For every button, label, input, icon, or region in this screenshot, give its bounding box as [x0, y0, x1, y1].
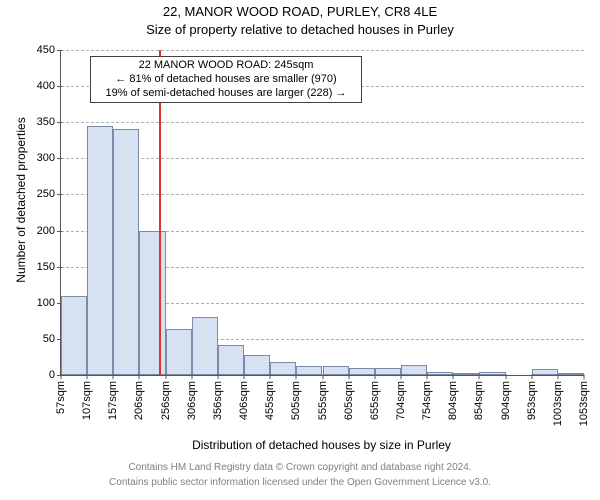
x-tick-label: 455sqm	[264, 375, 276, 420]
histogram-bar	[218, 345, 244, 375]
y-tick-label: 150	[37, 261, 61, 273]
x-tick-label: 953sqm	[526, 375, 538, 420]
annotation-box: 22 MANOR WOOD ROAD: 245sqm← 81% of detac…	[90, 56, 362, 103]
x-tick-label: 704sqm	[395, 375, 407, 420]
histogram-bar	[296, 366, 322, 375]
x-tick-label: 356sqm	[212, 375, 224, 420]
x-tick-label: 904sqm	[500, 375, 512, 420]
footer-line2: Contains public sector information licen…	[0, 477, 600, 488]
x-tick-label: 107sqm	[81, 375, 93, 420]
x-axis-label: Distribution of detached houses by size …	[60, 438, 583, 452]
x-tick-label: 605sqm	[343, 375, 355, 420]
x-tick-label: 754sqm	[421, 375, 433, 420]
gridline	[61, 158, 584, 159]
x-tick-label: 804sqm	[447, 375, 459, 420]
y-tick-label: 100	[37, 297, 61, 309]
y-tick-label: 450	[37, 44, 61, 56]
histogram-bar	[61, 296, 87, 375]
histogram-bar	[323, 366, 349, 375]
histogram-bar	[244, 355, 270, 375]
y-tick-label: 350	[37, 116, 61, 128]
x-tick-label: 505sqm	[290, 375, 302, 420]
chart-container: 22, MANOR WOOD ROAD, PURLEY, CR8 4LE Siz…	[0, 0, 600, 500]
histogram-bar	[349, 368, 375, 375]
annotation-line: 19% of semi-detached houses are larger (…	[97, 87, 355, 101]
histogram-bar	[87, 126, 113, 375]
x-tick-label: 256sqm	[160, 375, 172, 420]
x-tick-label: 655sqm	[369, 375, 381, 420]
y-tick-label: 400	[37, 80, 61, 92]
x-tick-label: 555sqm	[317, 375, 329, 420]
x-tick-label: 57sqm	[55, 375, 67, 414]
x-tick-label: 157sqm	[107, 375, 119, 420]
footer-line1: Contains HM Land Registry data © Crown c…	[0, 462, 600, 473]
gridline	[61, 122, 584, 123]
histogram-bar	[270, 362, 296, 375]
x-tick-label: 1053sqm	[578, 375, 590, 426]
x-tick-label: 1003sqm	[552, 375, 564, 426]
x-tick-label: 854sqm	[473, 375, 485, 420]
x-tick-label: 406sqm	[238, 375, 250, 420]
y-tick-label: 50	[43, 333, 61, 345]
histogram-bar	[139, 231, 165, 375]
y-tick-label: 250	[37, 188, 61, 200]
x-tick-label: 306sqm	[186, 375, 198, 420]
histogram-bar	[192, 317, 218, 375]
chart-title-line2: Size of property relative to detached ho…	[0, 22, 600, 37]
histogram-bar	[401, 365, 427, 375]
chart-title-line1: 22, MANOR WOOD ROAD, PURLEY, CR8 4LE	[0, 4, 600, 19]
gridline	[61, 194, 584, 195]
y-tick-label: 300	[37, 152, 61, 164]
x-tick-label: 206sqm	[133, 375, 145, 420]
annotation-line: 22 MANOR WOOD ROAD: 245sqm	[97, 59, 355, 73]
histogram-bar	[166, 329, 192, 375]
gridline	[61, 50, 584, 51]
histogram-bar	[113, 129, 139, 375]
histogram-bar	[375, 368, 401, 375]
y-axis-label: Number of detached properties	[14, 40, 28, 360]
y-tick-label: 200	[37, 225, 61, 237]
annotation-line: ← 81% of detached houses are smaller (97…	[97, 73, 355, 87]
